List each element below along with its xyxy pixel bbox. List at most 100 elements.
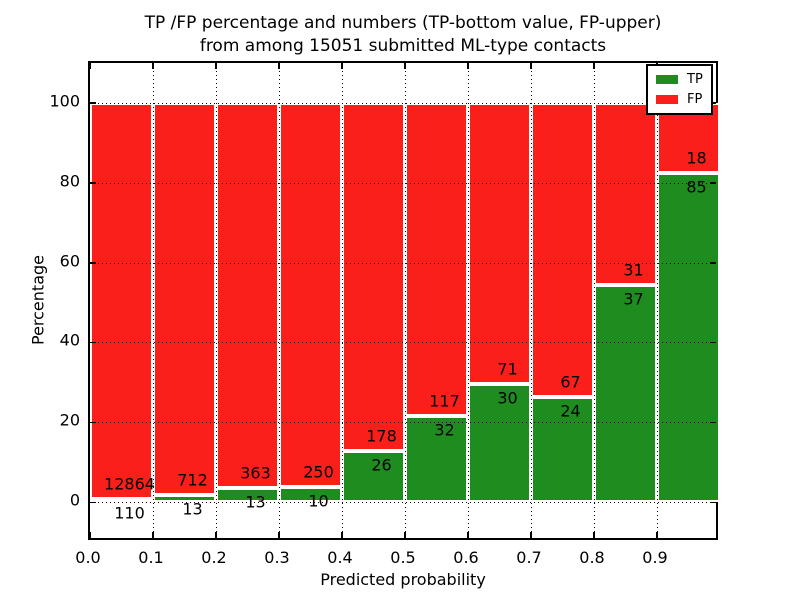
y-tick-mark-right (710, 102, 716, 104)
bar-label-fp-count: 12864 (104, 474, 155, 494)
grid-line-y (90, 102, 716, 104)
x-tick-mark-top (152, 63, 154, 69)
bar-segment-fp (153, 102, 216, 495)
x-tick-mark-bottom (656, 532, 658, 538)
x-tick-mark-bottom (341, 532, 343, 538)
y-tick-mark-left (90, 102, 96, 104)
bar-segment-tp (153, 494, 216, 503)
x-tick-label: 0.3 (264, 548, 290, 567)
y-tick-mark-left (90, 341, 96, 344)
x-tick-mark-bottom (530, 532, 532, 538)
y-tick-mark-right (710, 182, 716, 184)
grid-line-y (90, 422, 716, 424)
bar-label-tp-count: 26 (371, 455, 392, 475)
grid-line-x (342, 63, 343, 538)
x-tick-mark-bottom (593, 532, 595, 538)
bar-segment-fp (405, 102, 468, 417)
chart-title: TP /FP percentage and numbers (TP-bottom… (88, 12, 718, 58)
x-tick-label: 0.9 (642, 548, 668, 567)
x-tick-mark-bottom (89, 532, 91, 538)
grid-line-y (90, 342, 716, 344)
bar-label-tp-count: 13 (245, 492, 266, 512)
y-tick-label: 60 (59, 251, 80, 271)
bar-segment-tp (90, 498, 153, 503)
y-tick-mark-left (90, 421, 96, 424)
bar-segment-fp (90, 102, 153, 499)
x-tick-label: 0.6 (453, 548, 479, 567)
x-tick-mark-top (593, 63, 595, 69)
y-tick-mark-right (710, 341, 716, 344)
legend-item-fp: FP (656, 93, 703, 106)
bar-label-fp-count: 18 (686, 148, 707, 168)
legend-item-tp: TP (656, 73, 703, 86)
bar-label-fp-count: 712 (177, 470, 208, 490)
x-tick-label: 0.4 (327, 548, 353, 567)
x-tick-label: 0.1 (138, 548, 164, 567)
x-tick-mark-top (467, 63, 469, 69)
bar-segment-fp (468, 102, 531, 384)
bar-label-tp-count: 10 (308, 491, 329, 511)
bar-label-fp-count: 71 (497, 359, 518, 379)
grid-line-x (531, 63, 532, 538)
chart-title-line1: TP /FP percentage and numbers (TP-bottom… (144, 13, 662, 33)
grid-line-y (90, 262, 716, 264)
y-tick-label: 100 (49, 91, 80, 111)
bar-segment-tp (216, 488, 279, 503)
bar-label-tp-count: 110 (114, 503, 145, 523)
x-tick-label: 0.5 (390, 548, 416, 567)
x-tick-mark-bottom (152, 532, 154, 538)
bar-label-tp-count: 32 (434, 420, 455, 440)
bar-label-fp-count: 178 (366, 426, 397, 446)
bar-segment-tp (657, 172, 720, 503)
bar-segment-tp (279, 486, 342, 503)
legend-label-fp: FP (687, 92, 703, 107)
grid-line-x (216, 63, 217, 538)
bar-segment-tp (531, 396, 594, 503)
bar-segment-tp (594, 284, 657, 503)
bar-label-tp-count: 85 (686, 177, 707, 197)
x-tick-mark-bottom (404, 532, 406, 538)
y-tick-label: 40 (59, 330, 80, 350)
x-tick-mark-top (89, 63, 91, 69)
legend-label-tp: TP (687, 72, 703, 87)
bar-segment-tp (468, 383, 531, 503)
grid-line-x (405, 63, 406, 538)
y-tick-label: 20 (59, 410, 80, 430)
x-tick-mark-bottom (215, 532, 217, 538)
x-tick-label: 0.0 (75, 548, 101, 567)
legend-swatch-fp (656, 95, 678, 104)
x-tick-mark-bottom (278, 532, 280, 538)
legend-swatch-tp (656, 75, 678, 84)
legend: TP FP (646, 64, 713, 115)
y-tick-label: 80 (59, 171, 80, 191)
grid-line-y (90, 182, 716, 184)
x-tick-label: 0.2 (201, 548, 227, 567)
chart-title-line2: from among 15051 submitted ML-type conta… (199, 36, 607, 56)
x-tick-mark-top (215, 63, 217, 69)
bar-label-fp-count: 31 (623, 260, 644, 280)
bar-segment-fp (216, 102, 279, 489)
y-tick-mark-right (710, 262, 716, 264)
grid-line-x (657, 63, 658, 538)
y-axis-label: Percentage (28, 254, 48, 346)
plot-area: 12864 110 712 13 363 13 250 10 178 26 117 32 71 30 67 2… (88, 61, 720, 540)
bar-segment-fp (594, 102, 657, 285)
bar-segment-tp (405, 416, 468, 503)
x-tick-mark-bottom (467, 532, 469, 538)
bar-label-tp-count: 30 (497, 388, 518, 408)
bar-label-tp-count: 13 (182, 499, 203, 519)
bar-label-tp-count: 24 (560, 401, 581, 421)
y-tick-mark-left (90, 262, 96, 264)
x-axis-label: Predicted probability (320, 570, 486, 589)
bar-segment-fp (279, 102, 342, 487)
x-tick-label: 0.7 (516, 548, 542, 567)
bar-segment-tp (342, 451, 405, 503)
grid-line-x (153, 63, 154, 538)
bar-label-fp-count: 67 (560, 372, 581, 392)
bar-label-fp-count: 250 (303, 462, 334, 482)
grid-line-x (594, 63, 595, 538)
x-tick-mark-top (341, 63, 343, 69)
y-tick-label: 0 (69, 490, 80, 510)
y-tick-mark-left (90, 182, 96, 184)
